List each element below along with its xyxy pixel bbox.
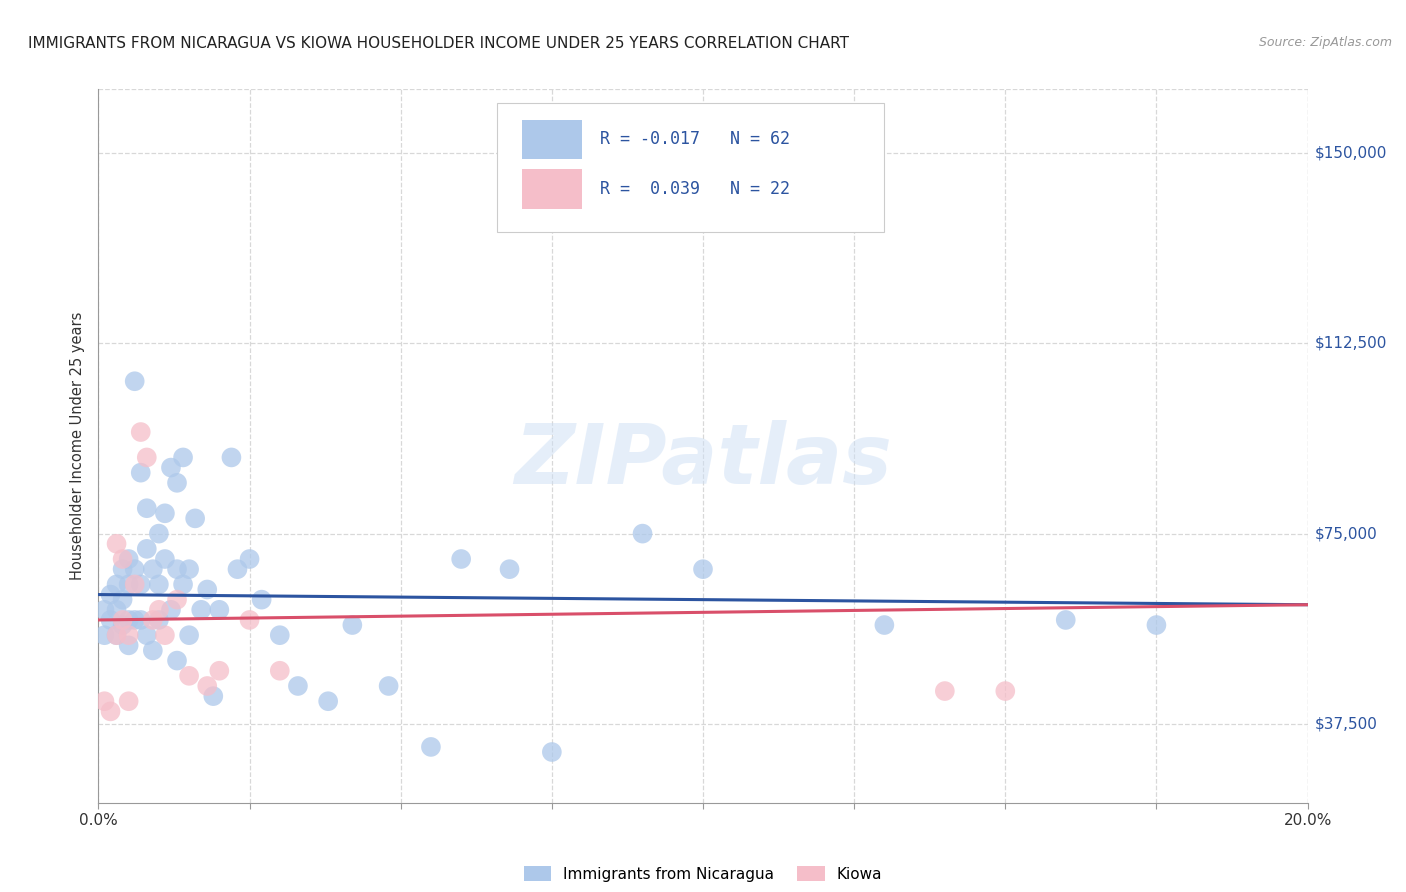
Point bbox=[111, 618, 134, 632]
Point bbox=[111, 613, 134, 627]
Point bbox=[166, 592, 188, 607]
Point bbox=[148, 613, 170, 627]
Point bbox=[1054, 613, 1077, 627]
Point bbox=[269, 664, 291, 678]
Point bbox=[195, 679, 218, 693]
Point bbox=[105, 537, 128, 551]
Point bbox=[177, 562, 201, 576]
Point bbox=[177, 628, 201, 642]
Point bbox=[105, 577, 128, 591]
Point bbox=[250, 592, 273, 607]
Point bbox=[129, 425, 152, 439]
Point bbox=[135, 501, 157, 516]
Text: ZIPatlas: ZIPatlas bbox=[515, 420, 891, 500]
Point bbox=[692, 562, 714, 576]
Point bbox=[172, 450, 194, 465]
Point bbox=[166, 475, 188, 490]
Point bbox=[226, 562, 249, 576]
Point bbox=[93, 694, 115, 708]
Point bbox=[498, 562, 520, 576]
Point bbox=[105, 603, 128, 617]
Point bbox=[142, 643, 165, 657]
Text: R =  0.039   N = 22: R = 0.039 N = 22 bbox=[600, 180, 790, 198]
Point bbox=[153, 628, 176, 642]
Point bbox=[118, 613, 141, 627]
Point bbox=[129, 577, 152, 591]
Point bbox=[111, 562, 134, 576]
Point bbox=[208, 603, 231, 617]
Point bbox=[195, 582, 218, 597]
Point bbox=[873, 618, 896, 632]
Point bbox=[208, 664, 231, 678]
Point bbox=[177, 669, 201, 683]
Point bbox=[124, 562, 146, 576]
Point bbox=[111, 592, 134, 607]
Point bbox=[184, 511, 207, 525]
Point bbox=[100, 705, 122, 719]
Point bbox=[105, 628, 128, 642]
Point bbox=[239, 552, 262, 566]
Point bbox=[934, 684, 956, 698]
Point bbox=[124, 613, 146, 627]
Point bbox=[93, 603, 115, 617]
Point bbox=[142, 562, 165, 576]
Text: Source: ZipAtlas.com: Source: ZipAtlas.com bbox=[1258, 36, 1392, 49]
FancyBboxPatch shape bbox=[522, 169, 582, 209]
Point bbox=[118, 577, 141, 591]
Point bbox=[202, 689, 225, 703]
Text: $150,000: $150,000 bbox=[1315, 145, 1386, 161]
Point bbox=[166, 654, 188, 668]
Point bbox=[166, 562, 188, 576]
Point bbox=[239, 613, 262, 627]
Point bbox=[153, 506, 176, 520]
Point bbox=[190, 603, 212, 617]
Point bbox=[148, 577, 170, 591]
Point bbox=[342, 618, 364, 632]
Point bbox=[631, 526, 654, 541]
Point bbox=[148, 603, 170, 617]
Point bbox=[377, 679, 399, 693]
Point bbox=[118, 628, 141, 642]
Point bbox=[111, 552, 134, 566]
Text: $75,000: $75,000 bbox=[1315, 526, 1378, 541]
Text: $112,500: $112,500 bbox=[1315, 335, 1386, 351]
Point bbox=[135, 450, 157, 465]
Point bbox=[129, 613, 152, 627]
Point bbox=[172, 577, 194, 591]
Point bbox=[994, 684, 1017, 698]
Point bbox=[118, 552, 141, 566]
Point bbox=[269, 628, 291, 642]
FancyBboxPatch shape bbox=[522, 120, 582, 159]
Text: IMMIGRANTS FROM NICARAGUA VS KIOWA HOUSEHOLDER INCOME UNDER 25 YEARS CORRELATION: IMMIGRANTS FROM NICARAGUA VS KIOWA HOUSE… bbox=[28, 36, 849, 51]
Point bbox=[540, 745, 562, 759]
Point bbox=[221, 450, 243, 465]
Point bbox=[135, 628, 157, 642]
Text: R = -0.017   N = 62: R = -0.017 N = 62 bbox=[600, 130, 790, 148]
Point bbox=[93, 628, 115, 642]
Point bbox=[100, 613, 122, 627]
Point bbox=[450, 552, 472, 566]
Point bbox=[142, 613, 165, 627]
Point bbox=[316, 694, 339, 708]
Point bbox=[419, 739, 441, 754]
Point bbox=[100, 588, 122, 602]
Point bbox=[118, 694, 141, 708]
Point bbox=[287, 679, 309, 693]
Point bbox=[129, 466, 152, 480]
Point bbox=[1144, 618, 1167, 632]
Point bbox=[124, 374, 146, 388]
Point bbox=[160, 603, 183, 617]
Point bbox=[135, 541, 157, 556]
Point bbox=[105, 628, 128, 642]
Point bbox=[118, 638, 141, 652]
Point bbox=[124, 577, 146, 591]
Text: $37,500: $37,500 bbox=[1315, 716, 1378, 731]
Legend: Immigrants from Nicaragua, Kiowa: Immigrants from Nicaragua, Kiowa bbox=[517, 860, 889, 888]
Point bbox=[160, 460, 183, 475]
Y-axis label: Householder Income Under 25 years: Householder Income Under 25 years bbox=[70, 312, 86, 580]
Point bbox=[153, 552, 176, 566]
Point bbox=[148, 526, 170, 541]
FancyBboxPatch shape bbox=[498, 103, 884, 232]
